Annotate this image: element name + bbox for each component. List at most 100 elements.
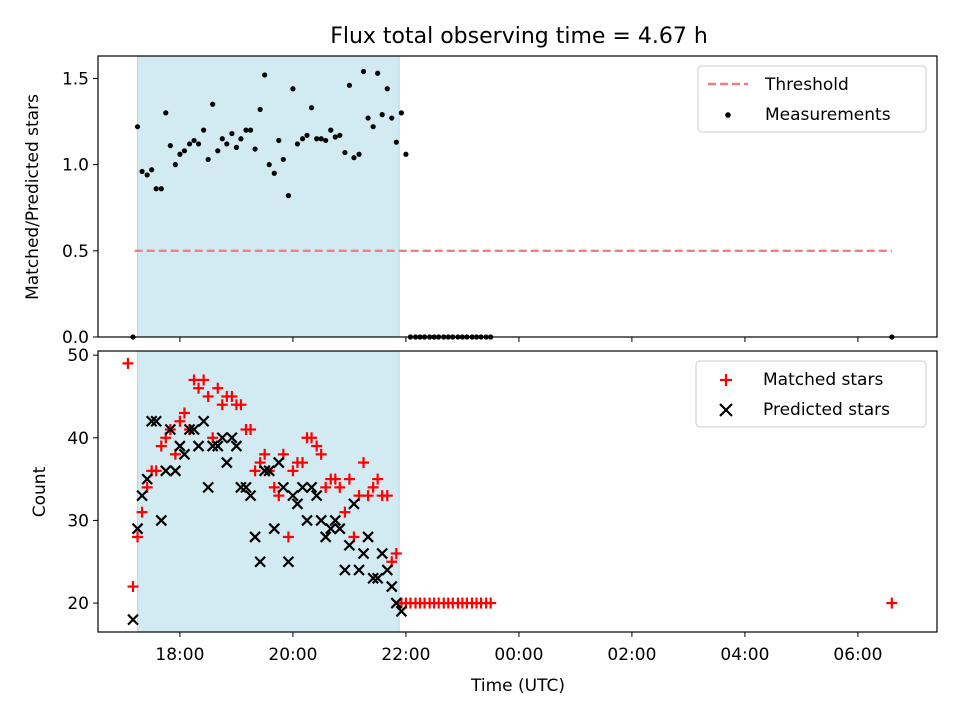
measurement-point xyxy=(389,115,395,121)
measurement-point xyxy=(158,186,164,192)
measurement-point xyxy=(290,86,296,92)
measurement-point xyxy=(328,127,334,133)
top-ytick-label: 1.5 xyxy=(62,69,89,89)
measurement-point xyxy=(229,130,235,137)
matched-star-point xyxy=(334,481,346,493)
measurement-point xyxy=(149,167,155,173)
predicted-star-point xyxy=(244,489,257,502)
xtick-label: 20:00 xyxy=(268,645,317,665)
top-ytick-label: 0.5 xyxy=(62,242,89,262)
matched-star-point xyxy=(155,440,167,452)
predicted-star-point xyxy=(310,489,323,502)
measurement-point xyxy=(243,127,249,133)
xtick-label: 22:00 xyxy=(381,645,430,665)
bot-ytick-label: 50 xyxy=(67,346,89,366)
matched-star-point xyxy=(136,506,148,518)
predicted-star-point xyxy=(160,465,172,477)
measurement-point xyxy=(375,70,381,76)
measurement-point xyxy=(351,155,357,161)
predicted-star-point xyxy=(339,564,351,576)
measurement-point xyxy=(271,170,277,176)
count-panel: 20 30 40 50 18:00 20:00 22:00 00:00 02:00 04:00 0… xyxy=(30,346,938,696)
matched-star-point xyxy=(297,457,309,469)
matched-star-point xyxy=(367,481,379,493)
ratio-panel-ylabel: Matched/Predicted stars xyxy=(23,94,43,300)
measurement-point xyxy=(294,141,301,147)
predicted-star-point xyxy=(367,572,379,585)
measurement-point xyxy=(247,127,254,133)
count-panel-xlabel: Time (UTC) xyxy=(470,676,565,696)
measurement-point xyxy=(205,156,211,163)
measurement-point xyxy=(356,151,362,157)
measurement-point xyxy=(191,137,197,144)
predicted-star-point xyxy=(319,531,332,543)
ratio-panel-legend: Threshold Measurements xyxy=(697,65,927,133)
matched-star-point xyxy=(358,457,370,469)
measurement-point xyxy=(276,137,282,144)
predicted-star-point xyxy=(305,481,318,494)
matched-star-point xyxy=(235,399,247,411)
measurements-legend-label: Measurements xyxy=(765,105,891,125)
predicted-star-point xyxy=(315,514,327,527)
measurement-point xyxy=(337,132,343,138)
measurement-point xyxy=(186,141,193,147)
measurement-point xyxy=(342,149,348,156)
matched-star-point xyxy=(372,473,384,485)
figure-title: Flux total observing time = 4.67 h xyxy=(330,24,708,49)
matched-star-point xyxy=(320,481,332,493)
measurement-point xyxy=(398,110,404,116)
predicted-star-point xyxy=(235,481,247,494)
measurement-point xyxy=(153,186,159,192)
measurement-point xyxy=(139,168,145,175)
matched-star-point xyxy=(178,407,190,419)
predicted-star-point xyxy=(362,531,374,543)
matched-star-point xyxy=(485,597,497,609)
measurement-point xyxy=(177,151,183,157)
predicted-legend-swatch xyxy=(719,403,733,417)
count-panel-frame xyxy=(97,350,938,633)
matched-star-point xyxy=(306,432,318,444)
matched-star-point xyxy=(362,490,374,502)
matched-legend-label: Matched stars xyxy=(763,370,883,390)
predicted-star-point xyxy=(221,456,233,469)
measurement-point xyxy=(201,127,207,133)
measurement-point xyxy=(403,151,409,157)
measurement-point xyxy=(280,156,286,163)
count-panel-ylabel: Count xyxy=(30,466,50,517)
matched-star-point xyxy=(226,390,238,402)
measurement-point xyxy=(393,139,399,145)
measurement-point xyxy=(346,82,353,88)
xtick-label: 18:00 xyxy=(155,645,204,665)
matched-star-point xyxy=(381,490,393,502)
predicted-star-point xyxy=(197,415,210,428)
matched-star-point xyxy=(174,415,186,427)
predicted-star-point xyxy=(301,514,313,527)
matched-star-point xyxy=(245,424,257,436)
matched-star-point xyxy=(150,465,162,477)
ratio-panel-frame xyxy=(97,55,938,338)
count-panel-legend: Matched stars Predicted stars xyxy=(695,360,927,428)
bot-ytick-label: 30 xyxy=(67,511,89,531)
predicted-star-point xyxy=(395,605,408,618)
matched-star-point xyxy=(198,374,210,386)
predicted-star-point xyxy=(249,531,261,543)
predicted-star-point xyxy=(240,481,252,494)
measurements-legend-swatch xyxy=(725,112,731,118)
ratio-panel: 0.0 0.5 1.0 1.5 Matched/Predicted stars Thr… xyxy=(23,55,938,348)
bot-observing-window xyxy=(137,350,400,633)
predicted-star-point xyxy=(263,465,275,477)
predicted-star-point xyxy=(136,489,148,502)
top-ytick-label: 0.0 xyxy=(62,328,89,348)
predicted-star-point xyxy=(386,580,398,593)
predicted-star-point xyxy=(155,514,168,527)
measurement-point xyxy=(308,105,315,111)
matched-star-point xyxy=(212,382,224,394)
measurement-point xyxy=(134,124,141,130)
predicted-star-point xyxy=(226,432,238,444)
measurement-point xyxy=(266,162,272,168)
predicted-star-point xyxy=(169,465,182,477)
predicted-star-point xyxy=(188,423,200,436)
top-ytick-label: 1.0 xyxy=(62,156,89,176)
predicted-star-point xyxy=(258,465,271,477)
